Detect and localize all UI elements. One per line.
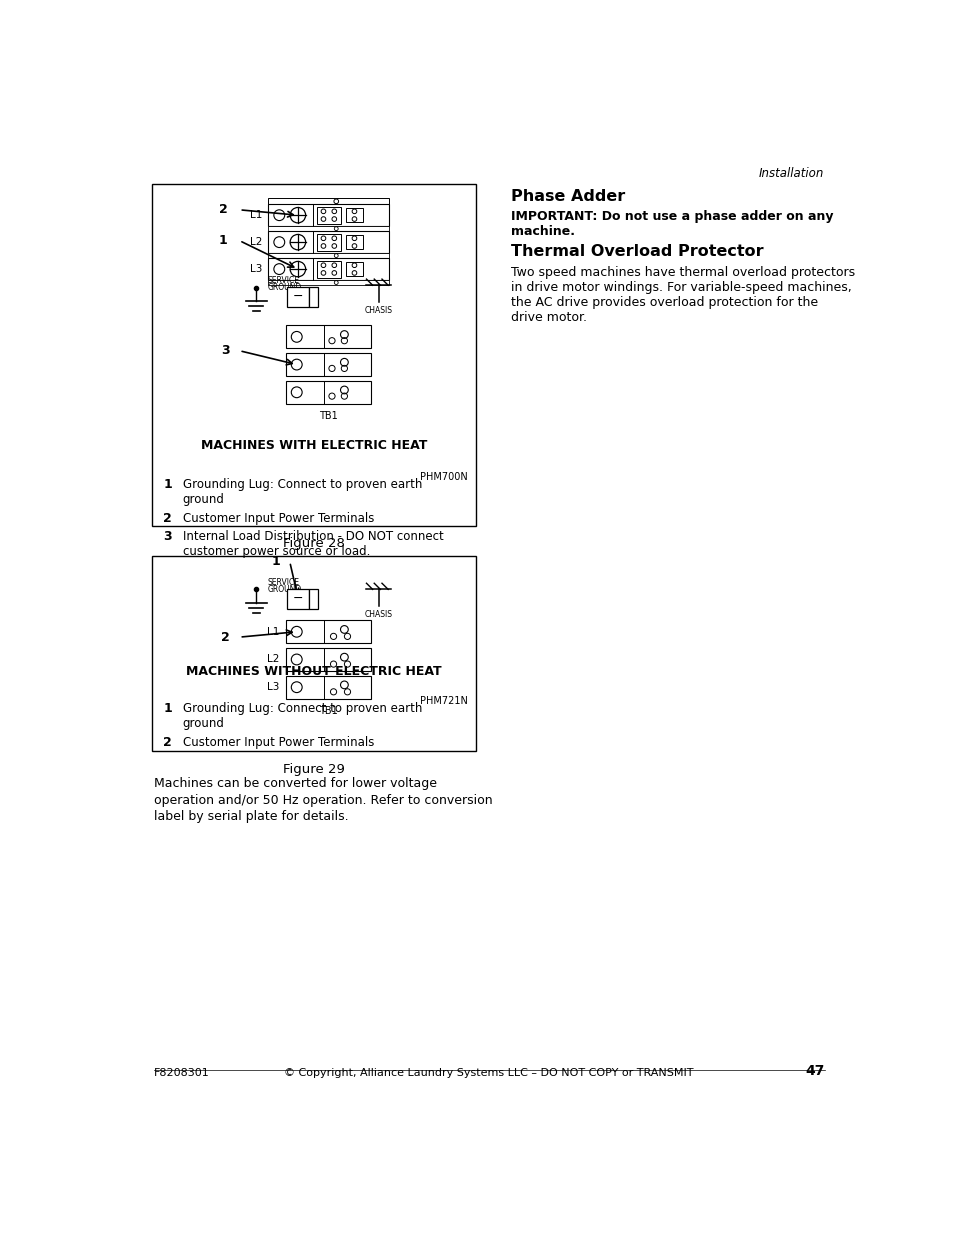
Text: 3: 3 (163, 530, 172, 542)
Bar (317, 206, 340, 224)
Bar (309, 589, 318, 609)
Text: L2: L2 (250, 237, 262, 247)
Text: GROUND: GROUND (267, 283, 301, 293)
Bar (287, 287, 309, 306)
Text: 1: 1 (272, 556, 280, 568)
Text: Installation: Installation (759, 168, 823, 180)
Text: ground: ground (183, 716, 225, 730)
Bar (286, 353, 371, 377)
Bar (346, 262, 362, 275)
Text: L2: L2 (267, 655, 279, 664)
Text: TB1: TB1 (319, 411, 337, 421)
Bar (309, 287, 318, 306)
Text: 2: 2 (219, 204, 228, 216)
Text: PHM700N: PHM700N (420, 472, 468, 482)
Text: in drive motor windings. For variable-speed machines,: in drive motor windings. For variable-sp… (510, 282, 850, 294)
Bar (346, 209, 362, 222)
Bar (152, 184, 476, 526)
Text: CHASIS: CHASIS (364, 610, 393, 619)
Text: MACHINES WITH ELECTRIC HEAT: MACHINES WITH ELECTRIC HEAT (200, 440, 427, 452)
Text: Two speed machines have thermal overload protectors: Two speed machines have thermal overload… (510, 266, 854, 279)
Text: F8208301: F8208301 (154, 1067, 210, 1078)
Text: customer power source or load.: customer power source or load. (183, 545, 370, 558)
Text: Phase Adder: Phase Adder (510, 189, 624, 204)
Text: 1: 1 (219, 235, 228, 247)
Text: IMPORTANT: Do not use a phase adder on any: IMPORTANT: Do not use a phase adder on a… (510, 210, 832, 222)
Text: Machines can be converted for lower voltage: Machines can be converted for lower volt… (154, 777, 436, 790)
Text: PHM721N: PHM721N (419, 695, 468, 705)
Text: SERVICE: SERVICE (267, 578, 299, 587)
Text: machine.: machine. (510, 225, 574, 238)
Bar (286, 676, 371, 699)
Text: ground: ground (183, 493, 225, 506)
Bar (268, 205, 388, 226)
Text: drive motor.: drive motor. (510, 311, 586, 324)
Bar (286, 620, 371, 643)
Bar (346, 235, 362, 249)
Bar (317, 261, 340, 278)
Text: operation and/or 50 Hz operation. Refer to conversion: operation and/or 50 Hz operation. Refer … (154, 794, 493, 806)
Text: Figure 28: Figure 28 (282, 537, 344, 550)
Text: L3: L3 (267, 682, 279, 692)
Bar (268, 199, 388, 205)
Text: SERVICE: SERVICE (267, 277, 299, 285)
Text: 1: 1 (163, 701, 172, 715)
Text: 2: 2 (163, 736, 172, 748)
Text: Grounding Lug: Connect to proven earth: Grounding Lug: Connect to proven earth (183, 701, 422, 715)
Bar (268, 253, 388, 258)
Bar (268, 280, 388, 285)
Bar (152, 556, 476, 751)
Text: 47: 47 (804, 1063, 823, 1078)
Text: −: − (293, 592, 303, 605)
Text: 2: 2 (163, 511, 172, 525)
Text: L3: L3 (250, 264, 262, 274)
Text: 2: 2 (221, 631, 230, 643)
Text: Thermal Overload Protector: Thermal Overload Protector (510, 245, 762, 259)
Bar (286, 325, 371, 348)
Bar (287, 589, 309, 609)
Text: GROUND: GROUND (267, 585, 301, 594)
Bar (268, 258, 388, 280)
Text: MACHINES WITHOUT ELECTRIC HEAT: MACHINES WITHOUT ELECTRIC HEAT (186, 664, 441, 678)
Text: label by serial plate for details.: label by serial plate for details. (154, 810, 349, 824)
Bar (286, 648, 371, 671)
Text: Customer Input Power Terminals: Customer Input Power Terminals (183, 511, 374, 525)
Text: 3: 3 (221, 345, 230, 357)
Text: Figure 29: Figure 29 (282, 763, 344, 776)
Bar (268, 226, 388, 231)
Text: Internal Load Distribution - DO NOT connect: Internal Load Distribution - DO NOT conn… (183, 530, 443, 542)
Text: © Copyright, Alliance Laundry Systems LLC – DO NOT COPY or TRANSMIT: © Copyright, Alliance Laundry Systems LL… (284, 1067, 693, 1078)
Text: −: − (293, 290, 303, 304)
Text: L1: L1 (267, 626, 279, 637)
Text: Customer Input Power Terminals: Customer Input Power Terminals (183, 736, 374, 748)
Bar (286, 380, 371, 404)
Text: Grounding Lug: Connect to proven earth: Grounding Lug: Connect to proven earth (183, 478, 422, 490)
Text: the AC drive provides overload protection for the: the AC drive provides overload protectio… (510, 296, 817, 309)
Text: CHASIS: CHASIS (364, 306, 393, 315)
Text: TB1: TB1 (319, 705, 337, 715)
Bar (268, 231, 388, 253)
Text: 1: 1 (163, 478, 172, 490)
Text: L1: L1 (250, 210, 262, 220)
Bar (317, 233, 340, 251)
